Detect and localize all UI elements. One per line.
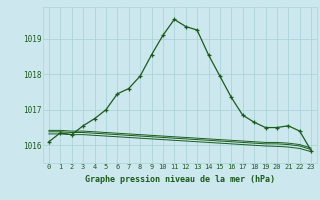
X-axis label: Graphe pression niveau de la mer (hPa): Graphe pression niveau de la mer (hPa) <box>85 175 275 184</box>
